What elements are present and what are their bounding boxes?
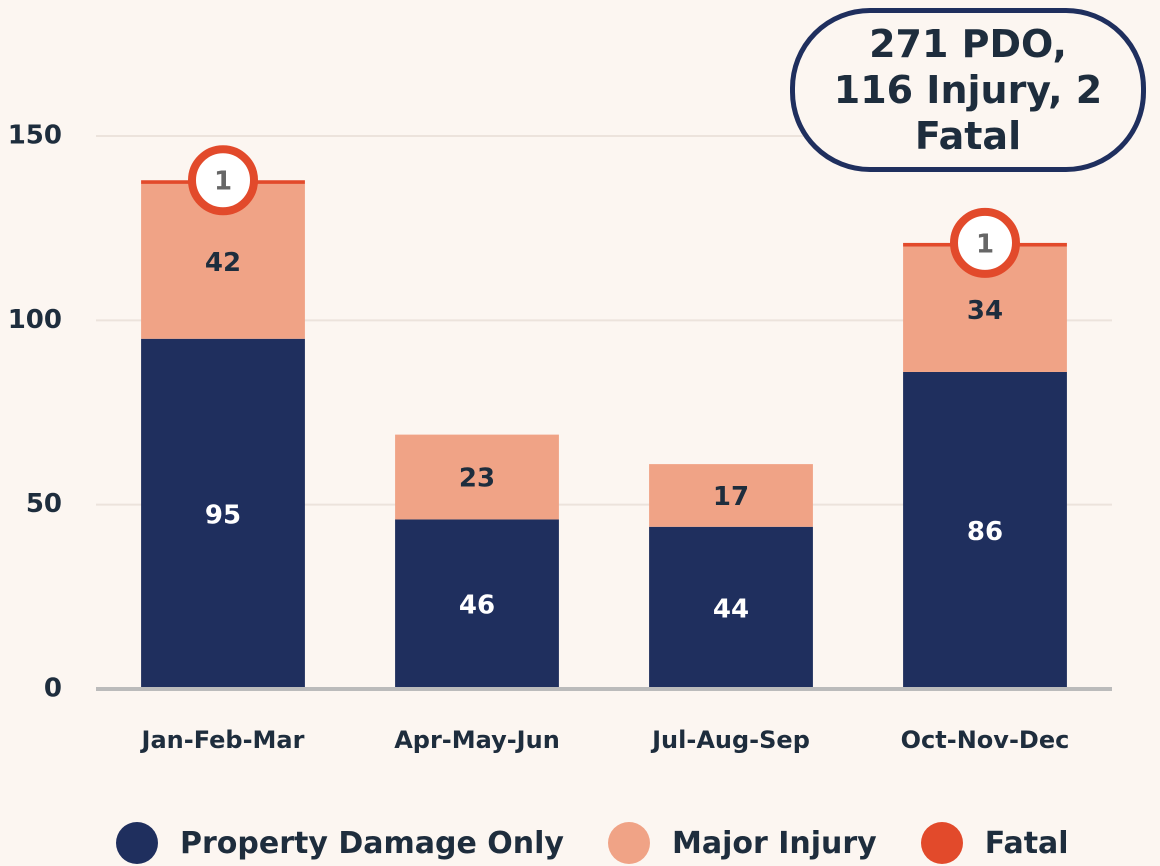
x-tick-label: Jul-Aug-Sep (650, 726, 810, 754)
legend-label: Fatal (984, 825, 1069, 861)
value-label: 1 (214, 167, 232, 197)
bar-segment (395, 519, 559, 689)
value-label: 95 (205, 500, 241, 530)
legend-label: Major Injury (671, 825, 877, 861)
value-label: 1 (976, 229, 994, 259)
value-label: 46 (459, 591, 495, 621)
x-tick-label: Apr-May-Jun (394, 726, 560, 754)
value-badge (950, 207, 1020, 278)
bar-segment (395, 434, 559, 520)
bar-segment (903, 371, 1067, 689)
bar-segment (649, 526, 813, 689)
x-tick-label: Oct-Nov-Dec (901, 726, 1070, 754)
legend-swatch (116, 822, 158, 864)
annotation: 271 PDO, 116 Injury, 2 Fatal (790, 8, 1146, 172)
value-label: 44 (713, 594, 749, 624)
value-badge (188, 145, 258, 216)
bar-segment (141, 338, 305, 689)
legend: Property Damage Only Major Injury Fatal (116, 822, 1069, 864)
legend-item: Property Damage Only (116, 822, 564, 864)
y-tick-label: 100 (8, 305, 62, 335)
value-label: 86 (967, 517, 1003, 547)
y-tick-label: 0 (44, 674, 62, 704)
value-label: 17 (713, 482, 749, 512)
value-label: 42 (205, 248, 241, 278)
legend-item: Major Injury (607, 822, 877, 864)
legend-label: Property Damage Only (180, 825, 564, 861)
legend-swatch (920, 822, 963, 864)
legend-swatch (607, 822, 650, 864)
x-tick-label: Jan-Feb-Mar (140, 726, 305, 754)
value-label: 23 (459, 464, 495, 494)
y-tick-label: 50 (26, 489, 62, 519)
bar-segment (649, 464, 813, 527)
legend-item: Fatal (920, 822, 1069, 864)
y-tick-label: 150 (8, 121, 62, 151)
value-label: 34 (967, 296, 1003, 326)
